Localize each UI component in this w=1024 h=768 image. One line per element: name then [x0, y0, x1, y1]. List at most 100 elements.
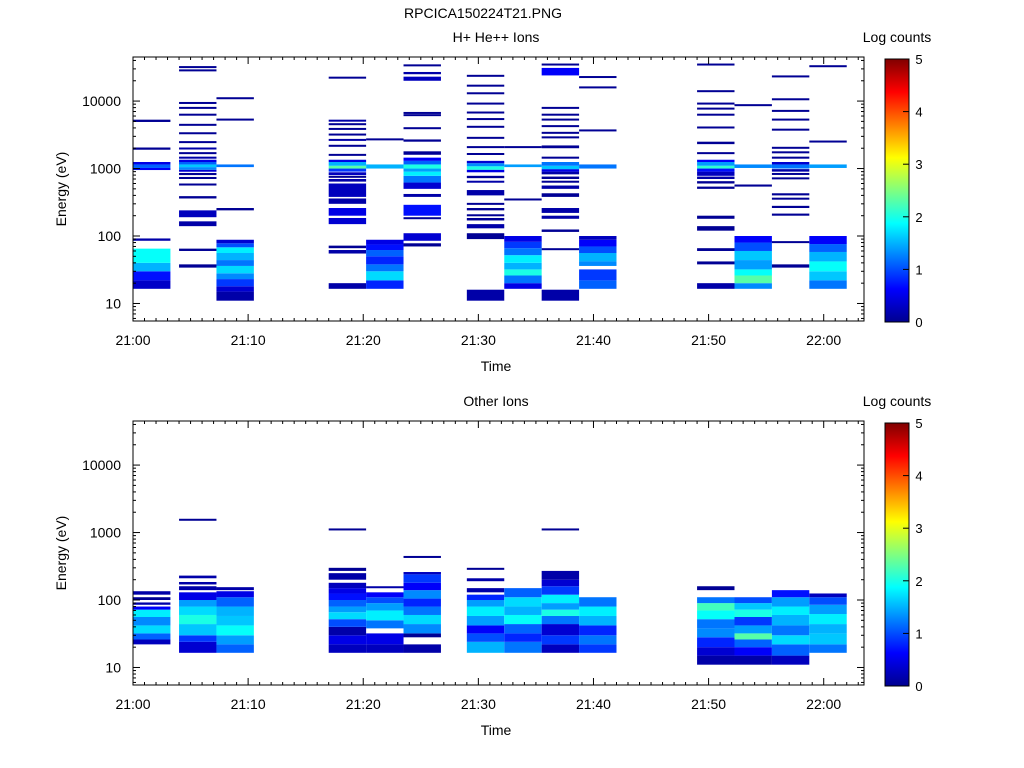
spectrogram-cell: [697, 655, 735, 665]
spectrogram-cell: [734, 603, 772, 610]
spectrogram-cell: [328, 588, 367, 594]
spectrogram-cell: [133, 609, 171, 618]
colorbar-label: Log counts: [863, 393, 932, 409]
figure-title: RPCICA150224T21.PNG: [404, 5, 562, 21]
spectrogram-cell: [403, 139, 441, 142]
spectrogram-cell: [541, 208, 580, 213]
spectrogram-cell: [466, 289, 505, 301]
spectrogram-cell: [504, 236, 542, 242]
spectrogram-cell: [133, 248, 171, 263]
colorbar-tick-label: 1: [915, 626, 922, 641]
spectrogram-cell: [403, 243, 441, 247]
spectrogram-cell: [809, 236, 847, 245]
spectrogram-cell: [579, 644, 617, 653]
spectrogram-cell: [734, 647, 772, 656]
spectrogram-cell: [771, 635, 810, 645]
spectrogram-cell: [466, 594, 505, 601]
spectrogram-cell: [133, 147, 171, 150]
spectrogram-cell: [403, 160, 441, 165]
spectrogram-cell: [133, 167, 171, 171]
spectrogram-cell: [541, 248, 580, 251]
spectrogram-cell: [771, 264, 810, 268]
spectrogram-cell: [328, 567, 367, 571]
x-tick-label: 21:10: [231, 332, 266, 348]
spectrogram-cell: [466, 600, 505, 607]
spectrogram-cell: [366, 250, 404, 257]
spectrogram-cell: [328, 245, 367, 249]
spectrogram-cell: [541, 169, 580, 172]
spectrogram-cell: [366, 239, 404, 245]
spectrogram-cell: [466, 163, 505, 167]
y-tick-label: 10: [105, 295, 121, 311]
spectrogram-cell: [179, 69, 217, 72]
spectrogram-cell: [504, 588, 542, 598]
spectrogram-cell: [179, 152, 217, 155]
spectrogram-cell: [328, 217, 367, 225]
spectrogram-cell: [133, 238, 171, 241]
spectrogram-cell: [403, 164, 441, 169]
spectrogram-cell: [366, 603, 404, 611]
spectrogram-cell: [179, 164, 217, 168]
spectrogram-cell: [734, 184, 772, 187]
spectrogram-cell: [179, 176, 217, 179]
spectrogram-cell: [697, 226, 735, 231]
spectrogram-cell: [133, 625, 171, 634]
spectrogram-cell: [697, 647, 735, 656]
spectrogram-cell: [541, 171, 580, 175]
spectrogram-cell: [328, 573, 367, 580]
spectrogram-cell: [504, 198, 542, 201]
spectrogram-cell: [734, 283, 772, 289]
spectrogram-cell: [403, 624, 441, 634]
spectrogram-cell: [466, 641, 505, 653]
spectrogram-cell: [504, 597, 542, 607]
colorbar-label: Log counts: [863, 29, 932, 45]
panel-other-ions: Other Ions 21:00 21:10 21:20 21:30 21:40 21:5…: [53, 393, 931, 738]
spectrogram-cell: [328, 127, 367, 130]
spectrogram-cell: [133, 597, 171, 601]
spectrogram-cell: [541, 579, 580, 587]
spectrogram-cell: [328, 612, 367, 620]
spectrogram-cell: [403, 127, 441, 130]
spectrogram-cell: [541, 193, 580, 197]
spectrogram-cell: [771, 597, 810, 607]
spectrogram-cell: [809, 140, 847, 143]
spectrogram-cell: [403, 644, 441, 653]
spectrogram-cell: [133, 617, 171, 626]
spectrogram-cell: [179, 221, 217, 227]
x-tick-label: 21:40: [576, 332, 611, 348]
spectrogram-cell: [216, 635, 254, 645]
spectrogram-cell: [771, 606, 810, 615]
spectrogram-cell: [328, 600, 367, 607]
x-tick-label: 21:50: [691, 332, 726, 348]
spectrogram-cell: [466, 606, 505, 616]
spectrogram-cell: [697, 165, 735, 169]
spectrogram-cell: [466, 208, 505, 211]
spectrogram-cell: [697, 181, 735, 184]
spectrogram-cell: [504, 633, 542, 642]
spectrogram-cell: [771, 146, 810, 149]
x-axis-label: Time: [481, 358, 512, 374]
spectrogram-cell: [328, 168, 367, 172]
spectrogram-cell: [403, 193, 441, 197]
spectrogram-cell: [697, 126, 735, 129]
spectrogram-cell: [179, 264, 217, 268]
spectrogram-cell: [504, 241, 542, 249]
spectrogram-cell: [541, 289, 580, 301]
spectrogram-cell: [504, 614, 542, 625]
spectrogram-cell: [328, 619, 367, 627]
spectrogram-cell: [697, 603, 735, 611]
spectrogram-cell: [216, 291, 254, 301]
spectrogram-cell: [466, 136, 505, 139]
spectrogram-cell: [403, 182, 441, 189]
spectrogram-cell: [179, 606, 217, 615]
spectrogram-cell: [541, 570, 580, 580]
spectrogram-cell: [366, 610, 404, 621]
axes: 21:00 21:10 21:20 21:30 21:40 21:50 22:00 10 100…: [82, 57, 864, 348]
spectrogram-cell: [328, 283, 367, 289]
spectrogram-cell: [328, 133, 367, 136]
spectrogram-cell: [466, 92, 505, 95]
spectrogram-cell: [541, 180, 580, 183]
spectrogram-cell: [133, 633, 171, 640]
spectrogram-cell: [179, 592, 217, 601]
